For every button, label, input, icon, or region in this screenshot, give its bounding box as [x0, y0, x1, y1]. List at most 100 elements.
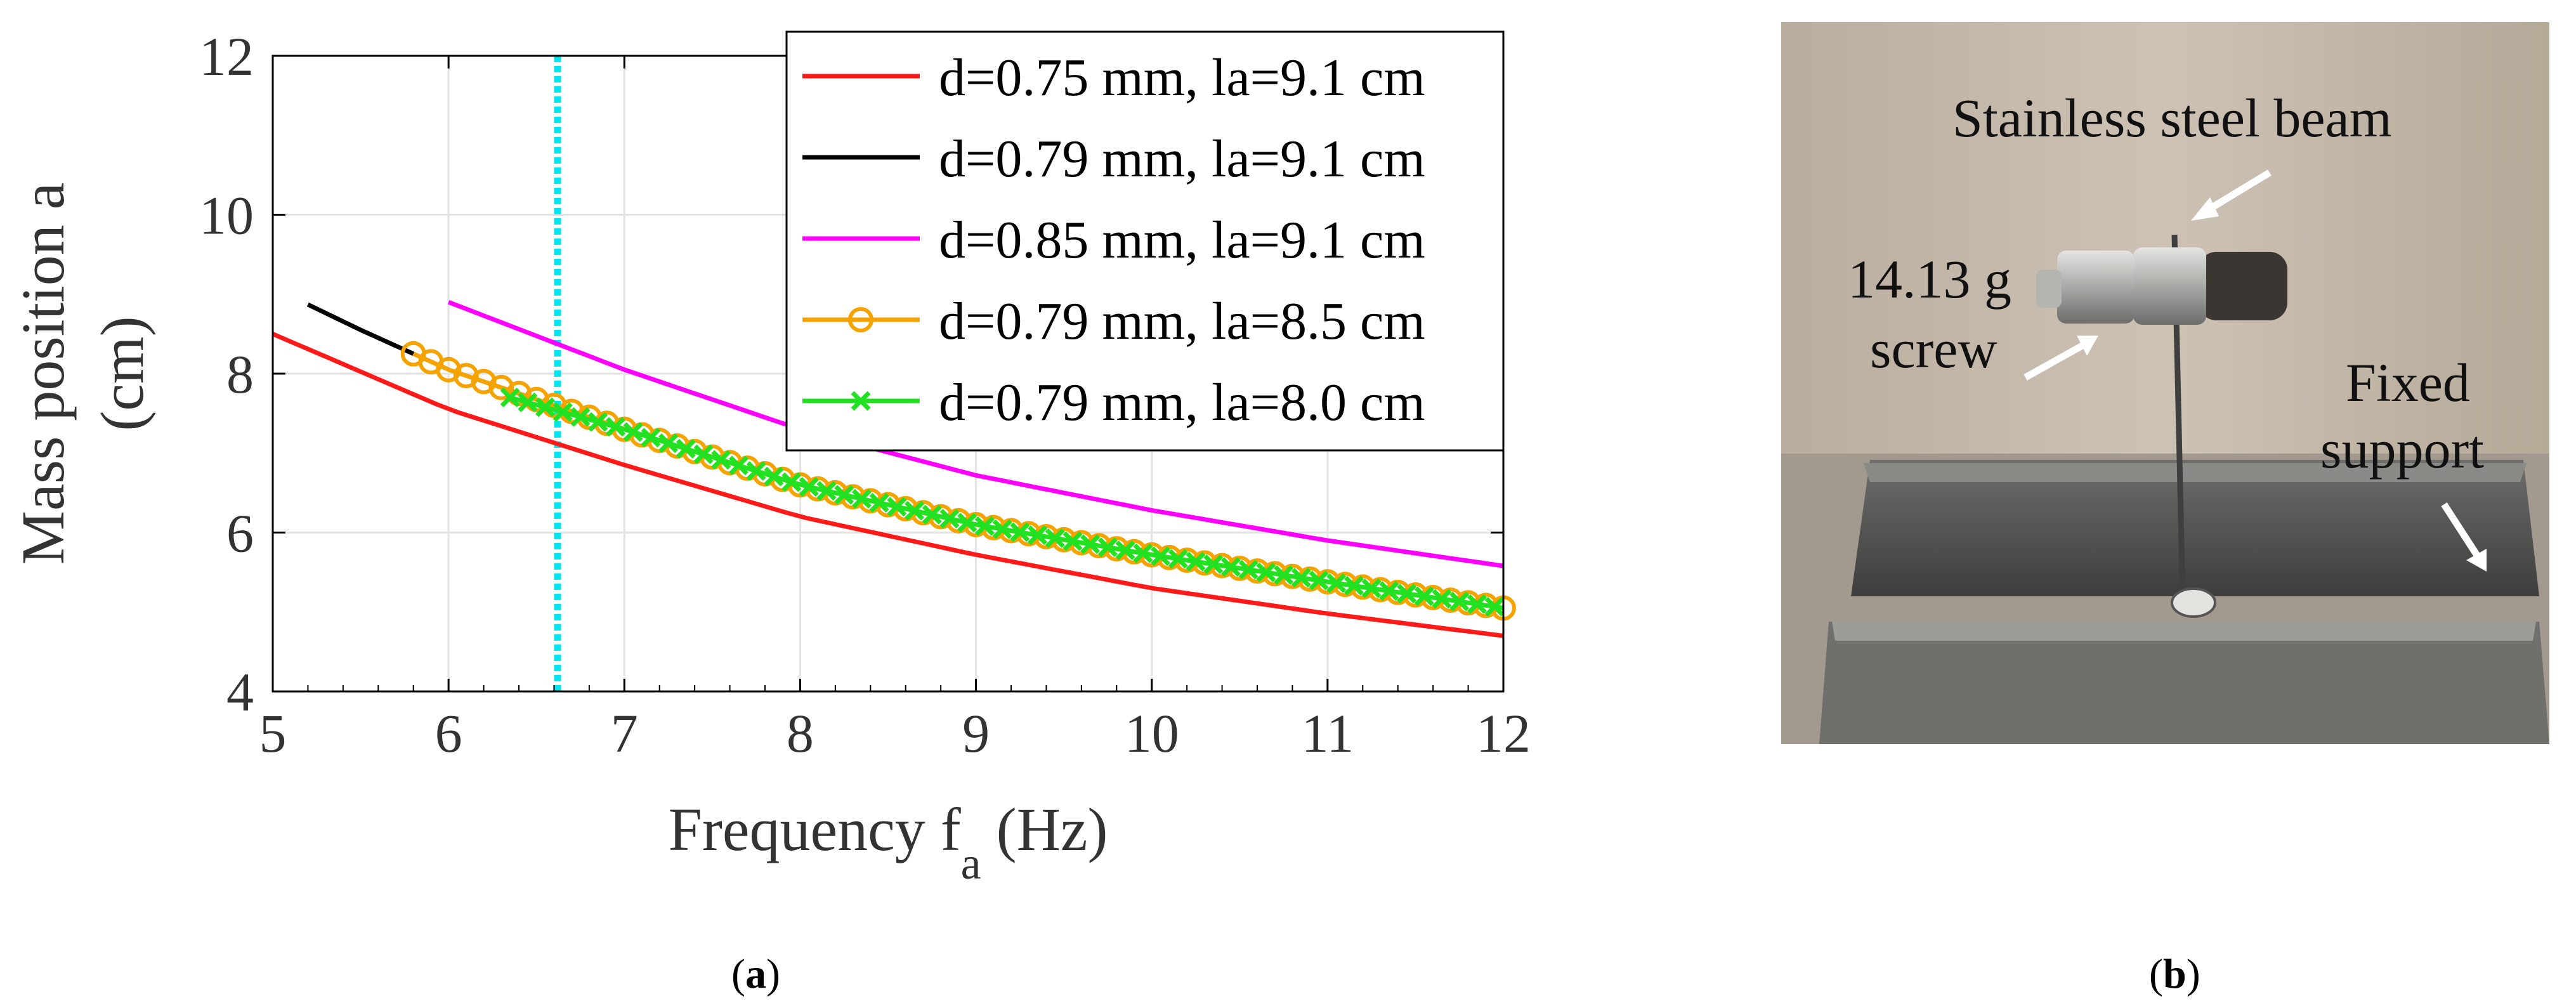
marker-stroke [1414, 586, 1434, 606]
marker-stroke [816, 481, 837, 501]
screw-nut-left [2057, 251, 2135, 324]
series-5-marker [1309, 570, 1329, 591]
marker-stroke [957, 513, 977, 533]
marker-stroke [764, 466, 784, 487]
marker-stroke [1045, 528, 1065, 548]
x-tick-label: 11 [1301, 703, 1354, 764]
legend-label-3: d=0.85 mm, la=9.1 cm [939, 211, 1425, 270]
marker-stroke [1379, 581, 1399, 601]
marker-stroke [851, 488, 872, 509]
series-5-marker [1151, 546, 1171, 566]
x-tick-label: 12 [1476, 703, 1531, 764]
series-5-marker [1344, 575, 1364, 596]
y-tick-label: 10 [199, 185, 254, 246]
screw-head [2199, 252, 2287, 320]
series-5-marker [1449, 591, 1470, 612]
x-tick-label: 9 [962, 703, 990, 764]
marker-stroke [693, 444, 714, 464]
x-axis-label-main: Frequency f [669, 795, 961, 863]
screw-tip [2036, 270, 2062, 308]
clamp-washer [2171, 587, 2216, 618]
marker-stroke [1291, 568, 1311, 588]
marker-stroke [588, 412, 608, 432]
series-5-marker [1186, 551, 1206, 572]
legend-marker-5 [851, 391, 871, 411]
series-5-marker [781, 472, 802, 492]
label-screw-mass: 14.13 g [1848, 249, 2011, 310]
marker-stroke [605, 417, 625, 437]
marker-stroke [746, 461, 766, 481]
series-5-marker [693, 444, 714, 464]
marker-stroke [834, 485, 854, 505]
series-5-marker [1484, 596, 1505, 617]
marker-stroke [711, 450, 731, 470]
marker-stroke [1080, 534, 1101, 554]
series-5-marker [1097, 537, 1118, 558]
marker-stroke [1028, 525, 1048, 546]
series-5-marker [992, 519, 1012, 539]
series-5-marker [1326, 573, 1347, 593]
series-5-marker [1361, 579, 1382, 598]
series-5-marker [728, 455, 749, 476]
vise-jaw-top-face [1864, 463, 2527, 482]
series-5-marker [570, 407, 591, 427]
marker-stroke [905, 501, 925, 521]
photo-illustration [1781, 22, 2549, 744]
series-5-marker [1045, 528, 1065, 548]
y-tick-label: 6 [226, 503, 254, 564]
caption-a: (a) [731, 951, 780, 997]
arrow-screw [2024, 341, 2086, 381]
arrow-beam [2202, 169, 2272, 216]
caption-a-letter: a [745, 951, 766, 997]
series-5-marker [834, 485, 854, 505]
marker-stroke [1062, 531, 1083, 551]
marker-stroke [570, 407, 591, 427]
series-5-marker [623, 422, 643, 442]
series-5-marker [1203, 554, 1224, 574]
series-5-marker [1414, 586, 1434, 606]
x-tick-label: 7 [611, 703, 638, 764]
series-line-2 [306, 302, 415, 356]
x-axis-label-unit: (Hz) [981, 795, 1108, 863]
marker-stroke [500, 388, 520, 408]
marker-stroke [676, 438, 696, 459]
series-5-marker [1133, 543, 1153, 563]
series-5-marker [641, 428, 661, 448]
legend: d=0.75 mm, la=9.1 cm d=0.79 mm, la=9.1 cm… [785, 30, 1505, 452]
marker-stroke [1151, 546, 1171, 566]
marker-stroke [1133, 543, 1153, 563]
vise-base-face [1832, 622, 2536, 641]
marker-stroke [535, 397, 556, 417]
marker-stroke [1449, 591, 1470, 612]
series-5-marker [869, 493, 889, 513]
marker-stroke [1168, 549, 1188, 569]
series-5-marker [658, 433, 679, 454]
caption-b: (b) [2149, 951, 2200, 997]
label-support: support [2320, 419, 2484, 480]
marker-stroke [799, 477, 819, 497]
series-5-marker [1062, 531, 1083, 551]
photo-panel-b: Stainless steel beam 14.13 g screw Fixed… [1781, 22, 2549, 744]
x-tick-label: 10 [1125, 703, 1179, 764]
series-5-marker [711, 450, 731, 470]
marker-stroke [1203, 554, 1224, 574]
series-5-marker [1010, 522, 1030, 542]
series-line-3 [447, 300, 1504, 568]
marker-stroke [1238, 560, 1259, 580]
series-5-marker [1467, 594, 1487, 614]
marker-stroke [1484, 596, 1505, 617]
x-tick-label: 8 [787, 703, 814, 764]
series-5-marker [974, 516, 995, 536]
marker-stroke [1467, 594, 1487, 614]
x-tick-label: 6 [435, 703, 462, 764]
series-5-marker [1291, 568, 1311, 588]
series-5-marker [1168, 549, 1188, 569]
series-5-marker [905, 501, 925, 521]
marker-stroke [658, 433, 679, 454]
series-5-marker [816, 481, 837, 501]
marker-stroke [518, 392, 538, 412]
series-line-1 [271, 332, 1504, 638]
marker-stroke [552, 402, 573, 422]
y-tick-label: 12 [199, 26, 254, 87]
